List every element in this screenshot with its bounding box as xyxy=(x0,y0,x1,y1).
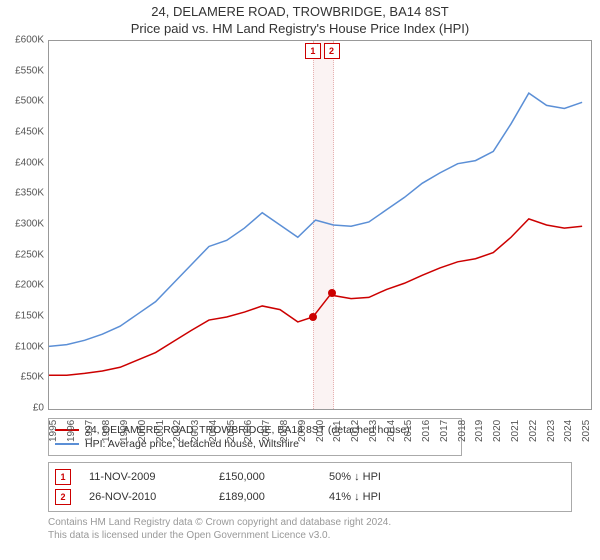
sale-price: £189,000 xyxy=(219,491,329,503)
sale-diff: 50% ↓ HPI xyxy=(329,471,439,483)
y-tick-label: £150K xyxy=(15,310,44,321)
x-tick-label: 1999 xyxy=(119,420,130,442)
chart-title-line2: Price paid vs. HM Land Registry's House … xyxy=(0,21,600,36)
x-tick-label: 2002 xyxy=(172,420,183,442)
sale-point-icon xyxy=(328,289,336,297)
series-line xyxy=(49,93,582,346)
x-tick-label: 2006 xyxy=(243,420,254,442)
plot-wrapper: £0 £50K £100K £150K £200K £250K £300K £350K £400… xyxy=(0,40,600,410)
x-tick-label: 2023 xyxy=(546,420,557,442)
x-tick-label: 2014 xyxy=(386,420,397,442)
sale-row: 1 11-NOV-2009£150,00050% ↓ HPI xyxy=(55,467,565,487)
plot-area: 12 xyxy=(48,40,592,410)
footer-line: Contains HM Land Registry data © Crown c… xyxy=(48,516,600,529)
x-tick-label: 2015 xyxy=(403,420,414,442)
x-tick-label: 2020 xyxy=(492,420,503,442)
x-tick-label: 2004 xyxy=(208,420,219,442)
x-tick-label: 2019 xyxy=(474,420,485,442)
x-tick-label: 2021 xyxy=(510,420,521,442)
footer-line: This data is licensed under the Open Gov… xyxy=(48,529,600,542)
x-tick-label: 1996 xyxy=(66,420,77,442)
y-tick-label: £500K xyxy=(15,96,44,107)
x-tick-label: 2009 xyxy=(297,420,308,442)
y-tick-label: £300K xyxy=(15,218,44,229)
x-tick-label: 2013 xyxy=(368,420,379,442)
sale-date: 26-NOV-2010 xyxy=(89,491,219,503)
x-tick-label: 2011 xyxy=(332,420,343,442)
x-tick-label: 2005 xyxy=(226,420,237,442)
y-tick-label: £250K xyxy=(15,249,44,260)
y-tick-label: £400K xyxy=(15,157,44,168)
x-tick-label: 2008 xyxy=(279,420,290,442)
y-axis: £0 £50K £100K £150K £200K £250K £300K £350K £400… xyxy=(0,40,48,410)
sale-date: 11-NOV-2009 xyxy=(89,471,219,483)
sale-price: £150,000 xyxy=(219,471,329,483)
attribution-footer: Contains HM Land Registry data © Crown c… xyxy=(48,516,600,542)
y-tick-label: £600K xyxy=(15,34,44,45)
y-tick-label: £450K xyxy=(15,126,44,137)
x-tick-label: 2003 xyxy=(190,420,201,442)
sale-marker-icon: 1 xyxy=(55,469,71,485)
y-tick-label: £0 xyxy=(33,402,44,413)
chart-title-line1: 24, DELAMERE ROAD, TROWBRIDGE, BA14 8ST xyxy=(0,0,600,21)
y-tick-label: £50K xyxy=(21,372,44,383)
y-tick-label: £550K xyxy=(15,65,44,76)
y-tick-label: £350K xyxy=(15,188,44,199)
x-tick-label: 2018 xyxy=(457,420,468,442)
series-line xyxy=(49,219,582,375)
x-tick-label: 1997 xyxy=(84,420,95,442)
x-tick-label: 2007 xyxy=(261,420,272,442)
sale-flag: 1 xyxy=(305,43,321,59)
y-tick-label: £100K xyxy=(15,341,44,352)
sale-row: 2 26-NOV-2010£189,00041% ↓ HPI xyxy=(55,487,565,507)
x-axis: 1995 1996 1997 1998 1999 2000 2001 2002 2003 2004… xyxy=(48,410,592,458)
sale-diff: 41% ↓ HPI xyxy=(329,491,439,503)
x-tick-label: 2025 xyxy=(581,420,592,442)
x-tick-label: 2017 xyxy=(439,420,450,442)
x-tick-label: 2001 xyxy=(155,420,166,442)
x-tick-label: 2022 xyxy=(528,420,539,442)
sale-flag: 2 xyxy=(324,43,340,59)
x-tick-label: 2012 xyxy=(350,420,361,442)
x-tick-label: 2016 xyxy=(421,420,432,442)
x-tick-label: 2024 xyxy=(563,420,574,442)
line-chart-svg xyxy=(49,41,591,409)
y-tick-label: £200K xyxy=(15,280,44,291)
sale-point-icon xyxy=(309,313,317,321)
x-tick-label: 1998 xyxy=(101,420,112,442)
x-tick-label: 2000 xyxy=(137,420,148,442)
x-tick-label: 1995 xyxy=(48,420,59,442)
chart-container: 24, DELAMERE ROAD, TROWBRIDGE, BA14 8ST … xyxy=(0,0,600,560)
sale-marker-icon: 2 xyxy=(55,489,71,505)
x-tick-label: 2010 xyxy=(315,420,326,442)
sales-table: 1 11-NOV-2009£150,00050% ↓ HPI 2 26-NOV-201… xyxy=(48,462,572,512)
